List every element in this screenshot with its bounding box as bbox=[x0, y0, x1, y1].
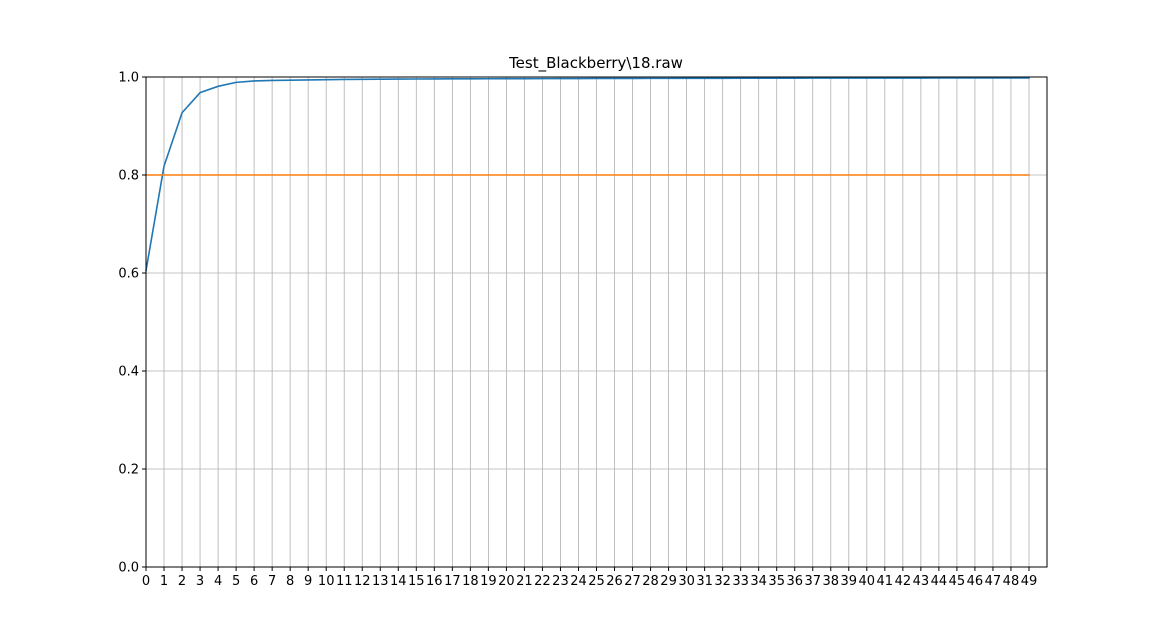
x-tick-label: 11 bbox=[336, 574, 353, 589]
x-tick-label: 31 bbox=[696, 574, 713, 589]
x-tick-label: 45 bbox=[949, 574, 966, 589]
x-tick-label: 38 bbox=[822, 574, 839, 589]
x-tick-label: 30 bbox=[678, 574, 695, 589]
series-layer bbox=[145, 77, 1030, 272]
x-tick-label: 36 bbox=[786, 574, 803, 589]
y-tick-label: 0.0 bbox=[118, 561, 139, 576]
x-tick-label: 8 bbox=[286, 574, 294, 589]
x-tick-label: 40 bbox=[859, 574, 876, 589]
series-line-1 bbox=[145, 77, 1030, 272]
x-tick-label: 35 bbox=[768, 574, 785, 589]
x-tick-label: 37 bbox=[804, 574, 821, 589]
x-tick-label: 47 bbox=[985, 574, 1002, 589]
x-tick-label: 28 bbox=[642, 574, 659, 589]
chart-title: Test_Blackberry\18.raw bbox=[508, 54, 683, 73]
y-tick-label: 1.0 bbox=[118, 71, 139, 86]
x-tick-label: 41 bbox=[877, 574, 894, 589]
x-tick-label: 23 bbox=[552, 574, 569, 589]
x-tick-label: 44 bbox=[931, 574, 948, 589]
x-axis: 0 1 2 3 4 5 6 7 8 9 10 11 12 13 14 15 16 17 18 19 20 21 22 23 24… bbox=[142, 567, 1037, 589]
x-tick-label: 25 bbox=[588, 574, 605, 589]
x-tick-label: 22 bbox=[534, 574, 551, 589]
x-tick-label: 32 bbox=[714, 574, 731, 589]
x-tick-label: 20 bbox=[498, 574, 515, 589]
x-tick-label: 49 bbox=[1021, 574, 1038, 589]
x-tick-label: 2 bbox=[178, 574, 186, 589]
x-tick-label: 46 bbox=[967, 574, 984, 589]
x-tick-label: 19 bbox=[480, 574, 497, 589]
x-tick-label: 16 bbox=[426, 574, 443, 589]
y-tick-label: 0.4 bbox=[118, 365, 139, 380]
x-tick-label: 9 bbox=[304, 574, 312, 589]
x-tick-label: 3 bbox=[196, 574, 204, 589]
x-tick-label: 17 bbox=[444, 574, 461, 589]
x-tick-label: 33 bbox=[732, 574, 749, 589]
x-tick-label: 42 bbox=[895, 574, 912, 589]
x-tick-label: 6 bbox=[250, 574, 258, 589]
y-tick-label: 0.2 bbox=[118, 463, 139, 478]
x-tick-label: 7 bbox=[268, 574, 276, 589]
x-tick-label: 5 bbox=[232, 574, 240, 589]
y-axis: 0.0 0.2 0.4 0.6 0.8 1.0 bbox=[118, 71, 146, 576]
x-tick-label: 1 bbox=[160, 574, 168, 589]
x-tick-label: 27 bbox=[624, 574, 641, 589]
x-tick-label: 29 bbox=[660, 574, 677, 589]
x-tick-label: 34 bbox=[750, 574, 767, 589]
y-tick-label: 0.8 bbox=[118, 169, 139, 184]
x-tick-label: 10 bbox=[318, 574, 335, 589]
x-tick-label: 13 bbox=[372, 574, 389, 589]
x-tick-label: 26 bbox=[606, 574, 623, 589]
x-tick-label: 43 bbox=[913, 574, 930, 589]
grid bbox=[145, 76, 1047, 568]
x-tick-label: 24 bbox=[570, 574, 587, 589]
y-tick-label: 0.6 bbox=[118, 267, 139, 282]
x-tick-label: 4 bbox=[214, 574, 222, 589]
x-tick-label: 14 bbox=[390, 574, 407, 589]
x-tick-label: 39 bbox=[841, 574, 858, 589]
x-tick-label: 12 bbox=[354, 574, 371, 589]
x-tick-label: 15 bbox=[408, 574, 425, 589]
x-tick-label: 18 bbox=[462, 574, 479, 589]
x-tick-label: 21 bbox=[516, 574, 533, 589]
x-tick-label: 0 bbox=[142, 574, 150, 589]
x-tick-label: 48 bbox=[1003, 574, 1020, 589]
